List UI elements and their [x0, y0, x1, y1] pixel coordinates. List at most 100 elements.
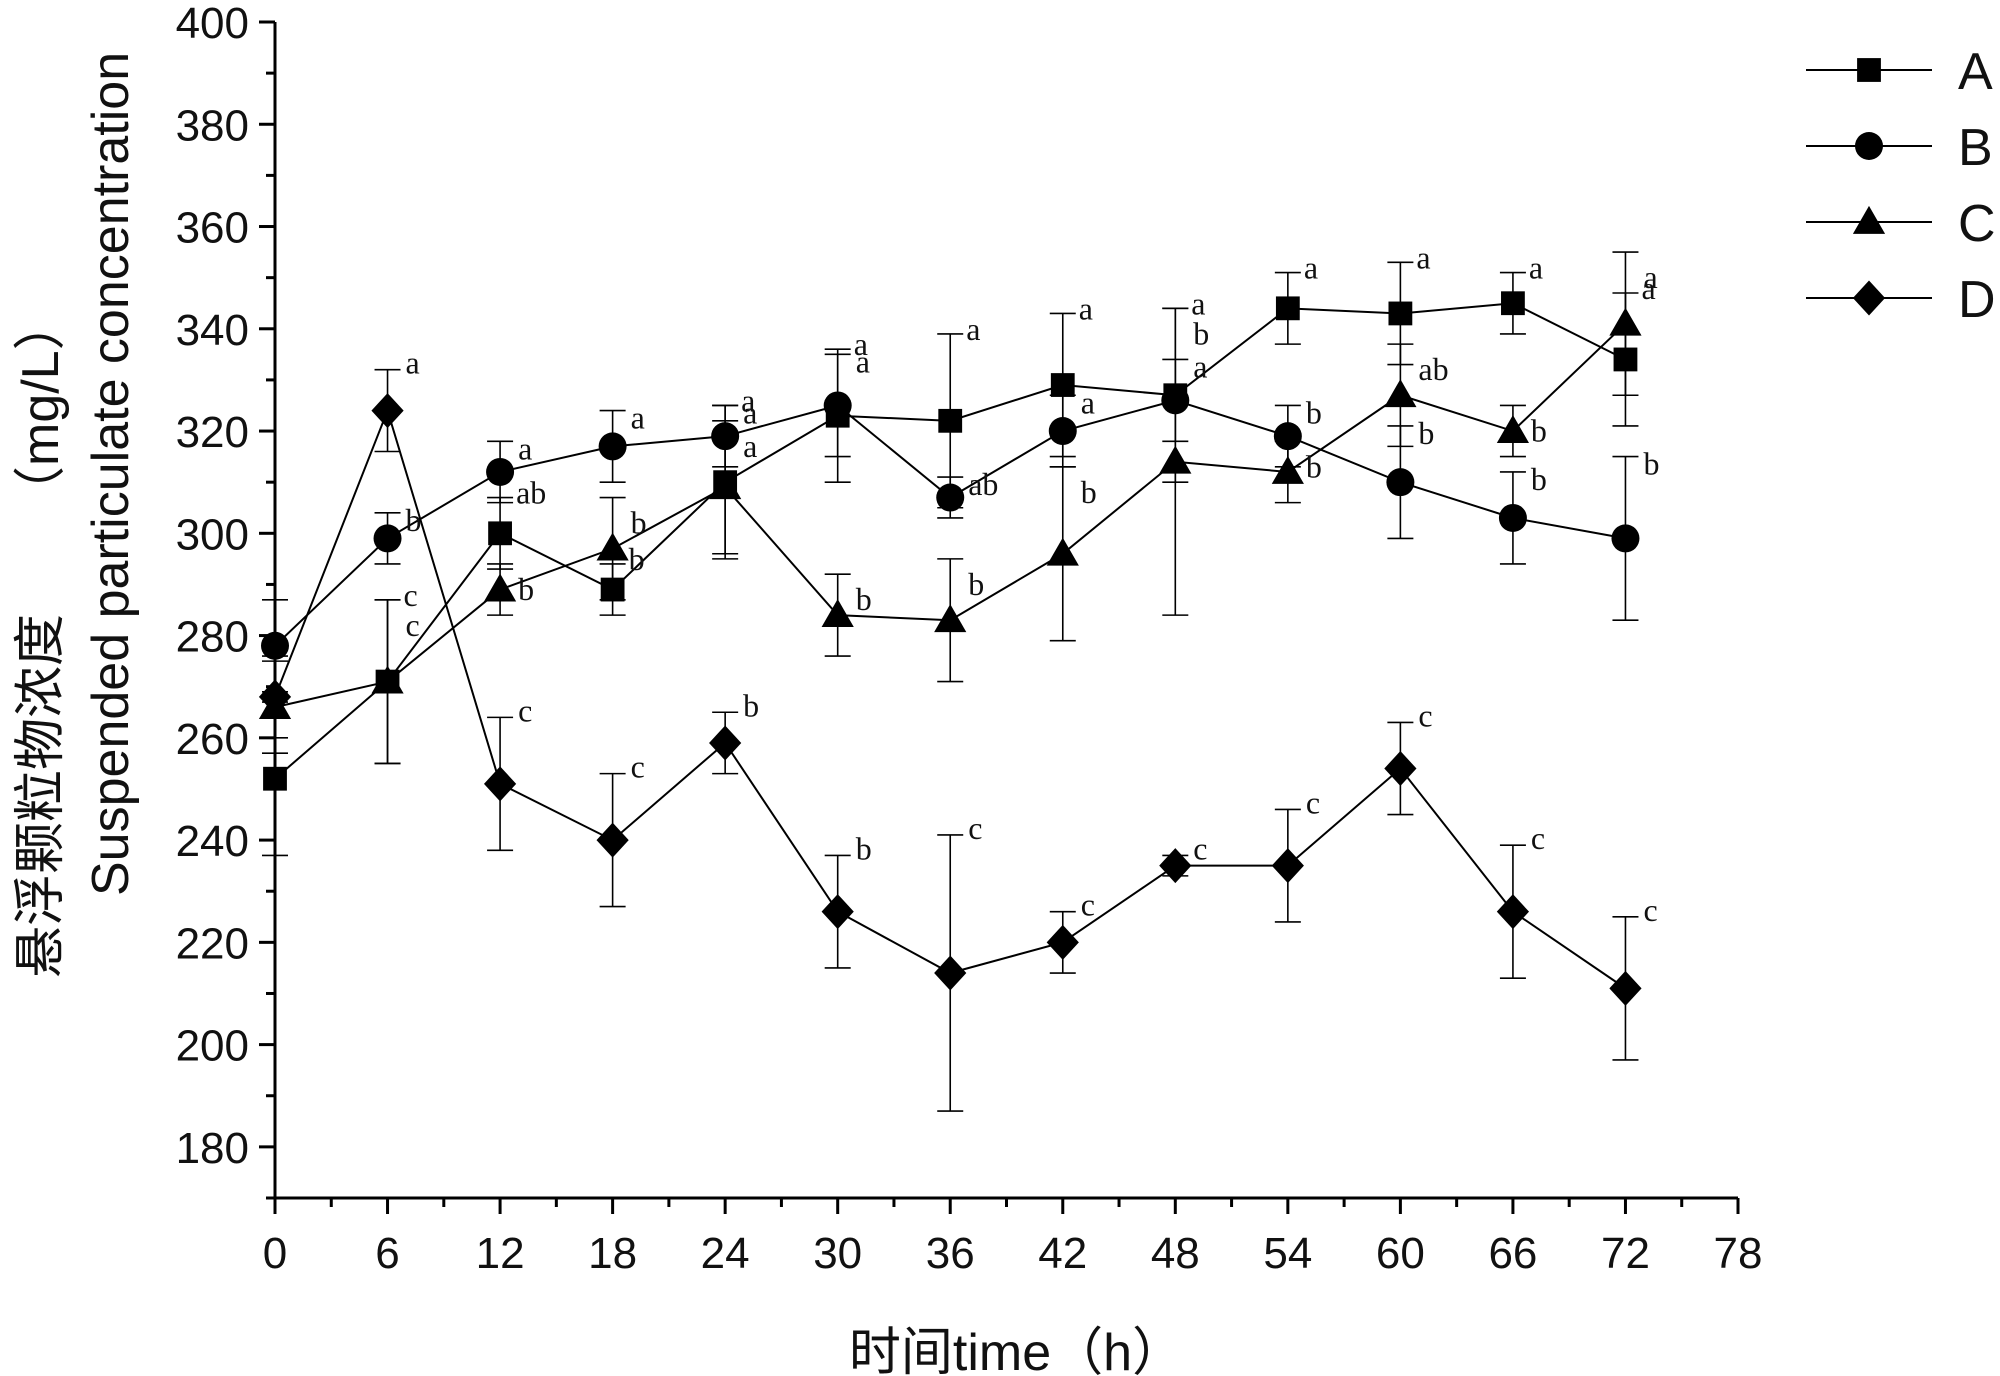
significance-label: ab: [968, 466, 998, 502]
x-tick-label: 72: [1601, 1229, 1650, 1278]
significance-label: b: [406, 502, 422, 538]
significance-label: b: [1531, 461, 1547, 497]
y-axis-title-unit: （mg/L）: [12, 298, 70, 518]
data-point-C: [1046, 537, 1079, 566]
significance-label: b: [856, 581, 872, 617]
significance-label: b: [1531, 412, 1547, 448]
y-tick-label: 300: [176, 510, 249, 559]
significance-label: a: [406, 345, 420, 381]
significance-label: b: [1418, 415, 1434, 451]
significance-label: a: [854, 326, 868, 362]
data-point-D: [1046, 924, 1079, 960]
significance-label: c: [1306, 784, 1320, 820]
significance-label: c: [631, 749, 645, 785]
data-point-C: [934, 604, 967, 633]
data-point-C: [1496, 414, 1530, 443]
x-tick-label: 18: [588, 1229, 637, 1278]
significance-label: b: [1306, 394, 1322, 430]
y-tick-label: 320: [176, 408, 249, 457]
significance-label: c: [518, 692, 532, 728]
significance-label: b: [968, 566, 984, 602]
significance-label: a: [1081, 384, 1095, 420]
legend-marker: [1852, 280, 1886, 316]
significance-label: a: [1529, 250, 1543, 286]
y-axis-title-cn: 悬浮颗粒物浓度: [12, 614, 70, 978]
legend-marker: [1855, 132, 1883, 160]
data-point-D: [1159, 848, 1192, 884]
x-ticks: 0 6 12 18 24 30 36 42 48 54 60 66 72 78: [263, 1198, 1762, 1278]
significance-label: c: [968, 810, 982, 846]
significance-label: c: [1081, 887, 1095, 923]
data-point-B: [1273, 422, 1302, 451]
x-tick-label: 48: [1151, 1229, 1200, 1278]
significance-label: b: [518, 571, 534, 607]
significance-label: c: [1643, 892, 1657, 928]
significance-label: a: [518, 430, 532, 466]
x-tick-label: 36: [926, 1229, 975, 1278]
data-point-C: [1609, 307, 1642, 336]
x-tick-label: 66: [1488, 1229, 1537, 1278]
significance-label: a: [1643, 259, 1657, 295]
significance-label: a: [1304, 250, 1318, 286]
data-point-D: [1384, 751, 1417, 787]
y-tick-label: 220: [176, 919, 249, 968]
x-tick-label: 60: [1376, 1229, 1425, 1278]
y-tick-label: 240: [176, 817, 249, 866]
significance-label: a: [1191, 285, 1205, 321]
significance-label: a: [1079, 290, 1093, 326]
significance-label: b: [1193, 315, 1209, 351]
significance-label: b: [631, 505, 647, 541]
significance-label: b: [1081, 474, 1097, 510]
data-point-B: [936, 483, 965, 512]
significance-label: c: [406, 607, 420, 643]
legend-marker: [1852, 205, 1886, 234]
data-point-B: [1498, 503, 1527, 532]
significance-label: c: [1531, 820, 1545, 856]
data-point-C: [596, 532, 629, 561]
data-point-C: [1384, 379, 1417, 408]
y-tick-label: 280: [176, 613, 249, 662]
data-point-D: [1271, 848, 1304, 884]
data-point-A: [488, 521, 512, 546]
legend-item-C: C: [1806, 195, 1996, 253]
significance-label: a: [1193, 348, 1207, 384]
data-point-D: [821, 894, 854, 930]
y-tick-label: 180: [176, 1124, 249, 1173]
significance-label: b: [1643, 446, 1659, 482]
data-point-D: [371, 393, 404, 429]
significance-label: b: [743, 687, 759, 723]
data-point-D: [934, 955, 967, 991]
legend-label: A: [1958, 43, 1993, 101]
data-point-C: [1271, 455, 1304, 484]
significance-label: a: [743, 394, 757, 430]
y-tick-label: 200: [176, 1022, 249, 1071]
significance-label: a: [966, 311, 980, 347]
data-point-B: [1386, 468, 1415, 497]
y-tick-label: 380: [176, 101, 249, 150]
data-point-A: [1050, 373, 1075, 397]
data-point-B: [1611, 524, 1640, 553]
x-tick-label: 24: [701, 1229, 750, 1278]
y-tick-label: 340: [176, 306, 249, 355]
x-tick-label: 42: [1038, 1229, 1087, 1278]
y-tick-label: 260: [176, 715, 249, 764]
significance-label: b: [629, 541, 645, 577]
y-tick-label: 400: [176, 0, 249, 48]
data-point-D: [1609, 970, 1642, 1006]
legend-item-D: D: [1806, 271, 1996, 329]
data-point-D: [483, 766, 517, 802]
data-point-B: [823, 391, 852, 420]
x-tick-label: 6: [375, 1229, 399, 1278]
data-point-A: [1388, 301, 1413, 326]
data-point-A: [938, 408, 963, 433]
data-point-B: [486, 457, 515, 486]
data-point-C: [1159, 445, 1192, 474]
significance-label: a: [1416, 239, 1430, 275]
y-tick-label: 360: [176, 204, 249, 253]
data-point-B: [1048, 417, 1077, 446]
significance-label: a: [631, 400, 645, 436]
significance-label: c: [1193, 830, 1207, 866]
data-point-B: [598, 432, 627, 461]
x-axis-title: 时间time（h）: [849, 1324, 1184, 1376]
